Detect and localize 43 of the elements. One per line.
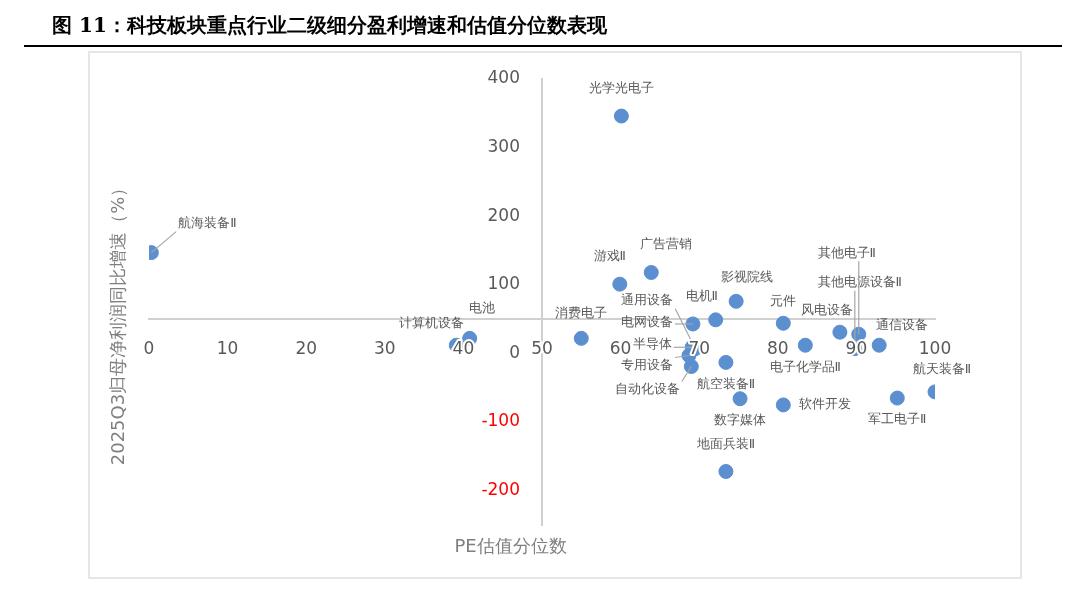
x-tick-label: 80 [766,337,789,358]
data-label: 计算机设备 [398,314,464,330]
data-label: 自动化设备 [614,380,680,396]
data-label: 半导体 [632,335,672,351]
data-label: 影视院线 [721,268,774,284]
data-label: 风电设备 [800,301,853,317]
x-axis-title: PE估值分位数 [454,534,567,556]
chart-title: 图 11：科技板块重点行业二级细分盈利增速和估值分位数表现 [24,8,1062,47]
data-label: 游戏Ⅱ [593,247,627,263]
data-label: 数字媒体 [714,412,767,428]
y-tick-label: 100 [487,273,520,294]
y-tick-label: 200 [487,204,520,225]
data-label: 电池 [468,299,495,315]
x-tick-label: 100 [918,337,952,358]
x-tick-label: 30 [373,337,396,358]
x-tick-label: 60 [609,337,632,358]
x-tick-label: 20 [295,337,318,358]
data-label: 光学光电子 [588,80,654,96]
data-label: 航空装备Ⅱ [696,375,756,391]
y-tick-label: 400 [487,67,520,88]
data-label: 软件开发 [799,396,852,412]
data-label: 其他电子Ⅱ [817,244,876,260]
data-label: 电子化学品Ⅱ [769,358,842,374]
data-label: 航天装备Ⅱ [912,361,972,377]
data-label: 电网设备 [620,314,673,330]
y-tick-label: -200 [481,479,520,500]
x-tick-label: 50 [531,337,553,358]
y-tick-label: -100 [481,410,520,431]
data-label: 通用设备 [621,292,674,308]
data-label: 元件 [770,292,797,308]
x-tick-label: 10 [216,337,239,358]
x-tick-label: 0 [143,337,155,358]
data-label: 军工电子Ⅱ [868,411,927,427]
data-label: 电机Ⅱ [685,288,718,304]
data-label: 专用设备 [620,356,673,372]
data-label: 消费电子 [555,304,608,320]
y-axis-title: 2025Q3归母净利润同比增速（%） [106,178,128,466]
data-label: 航海装备Ⅱ [178,214,237,230]
y-tick-label: 300 [487,136,520,157]
data-label: 通信设备 [876,316,929,332]
data-label: 其他电源设备Ⅱ [817,274,903,290]
data-label: 广告营销 [640,235,693,251]
data-label: 地面兵装Ⅱ [695,435,756,451]
